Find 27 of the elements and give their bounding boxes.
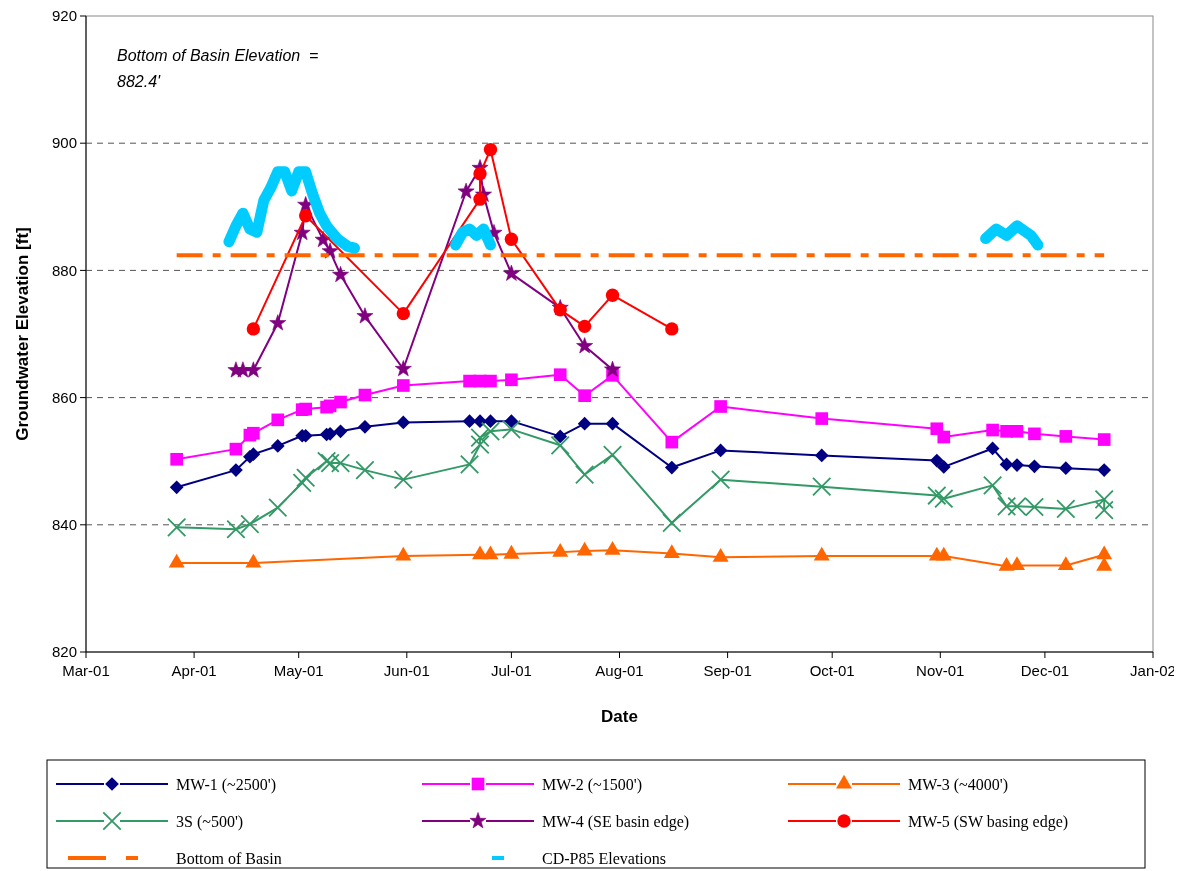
x-tick-label: Mar-01 [62,662,110,679]
x-tick-label: Jun-01 [383,662,430,679]
annotation: Bottom of Basin Elevation = 882.4' [117,47,319,90]
y-tick-label: 900 [51,134,77,152]
legend-label: MW-1 (~2500') [176,775,276,794]
x-tick-label: Nov-01 [916,662,965,679]
legend-label: CD-P85 Elevations [542,849,666,867]
y-tick-label: 860 [51,388,77,406]
legend-label: MW-5 (SW basing edge) [908,812,1069,831]
y-tick-label: 820 [51,643,77,661]
legend-label: 3S (~500') [176,812,244,831]
legend-label: MW-3 (~4000') [908,775,1008,794]
x-axis-title: Date [601,707,638,726]
x-tick-label: Sep-01 [703,662,752,679]
x-tick-label: Aug-01 [595,662,644,679]
y-tick-label: 840 [51,516,77,534]
legend-label: MW-4 (SE basin edge) [542,812,690,831]
legend-label: MW-2 (~1500') [542,775,642,794]
x-tick-label: May-01 [273,662,324,679]
y-axis-title: Groundwater Elevation [ft] [13,227,32,441]
y-tick-label: 920 [51,7,77,25]
x-tick-label: Dec-01 [1020,662,1070,679]
x-tick-label: Apr-01 [171,662,217,679]
x-tick-label: Jul-01 [490,662,532,679]
legend-label: Bottom of Basin [176,849,282,867]
x-tick-label: Oct-01 [809,662,855,679]
y-tick-label: 880 [51,261,77,279]
